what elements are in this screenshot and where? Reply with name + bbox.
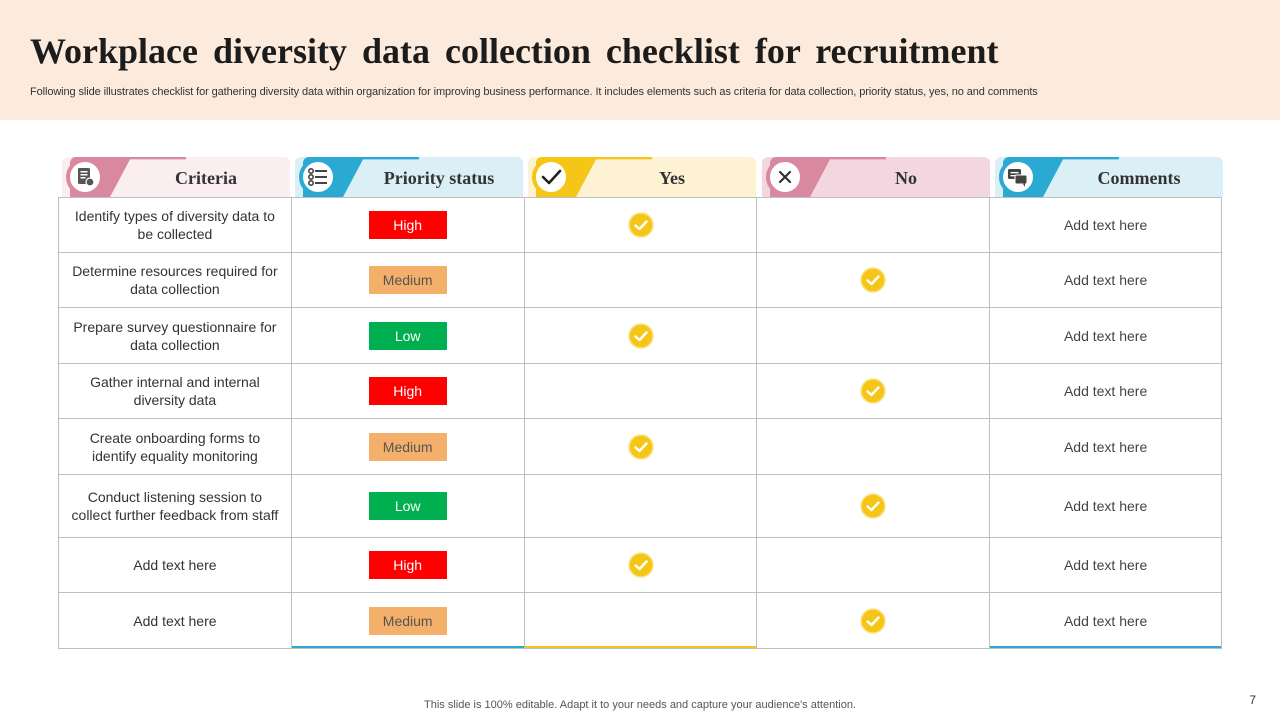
comment-cell: Add text here [989,198,1222,252]
check-icon [532,158,570,196]
no-cell [756,475,989,537]
priority-cell: High [290,364,524,418]
list-icon [299,158,337,196]
comment-cell: Add text here [989,593,1222,648]
criteria-cell: Create onboarding forms to identify equa… [58,419,291,474]
table-row: Identify types of diversity data to be c… [58,198,1222,253]
check-circle-icon [860,493,887,519]
document-icon [66,158,104,196]
comment-cell: Add text here [989,364,1222,418]
yes-cell [523,253,757,307]
priority-badge: Medium [368,606,447,635]
check-circle-icon [627,322,654,349]
column-header-label: Criteria [175,168,237,188]
priority-badge: Medium [368,432,447,461]
priority-cell: High [290,198,524,252]
column-header-priority-status: Priority status [295,157,523,197]
column-header-criteria: Criteria [62,157,290,197]
criteria-cell: Gather internal and internal diversity d… [58,364,291,418]
table-row: Create onboarding forms to identify equa… [58,419,1222,475]
yes-cell [523,198,757,252]
yes-cell [523,538,757,592]
table-row: Conduct listening session to collect fur… [58,475,1222,538]
page-number: 7 [1249,693,1256,707]
no-cell [756,593,989,648]
priority-badge: Low [368,321,447,350]
priority-cell: Medium [290,253,524,307]
chat-icon [999,158,1037,196]
no-cell [756,364,989,418]
criteria-cell: Identify types of diversity data to be c… [58,198,291,252]
column-header-label: Priority status [383,168,495,188]
comment-cell: Add text here [989,538,1222,592]
table-row: Add text here Medium Add text here [58,593,1222,649]
table-row: Prepare survey questionnaire for data co… [58,308,1222,364]
comment-cell: Add text here [989,253,1222,307]
table-row: Add text here High Add text here [58,538,1222,593]
column-header-label: No [895,168,917,188]
no-cell [756,198,989,252]
table-top-border [58,197,1222,198]
no-cell [756,419,989,474]
check-circle-icon [860,267,887,293]
column-header-yes: Yes [528,157,756,197]
criteria-cell: Prepare survey questionnaire for data co… [58,308,291,363]
check-circle-icon [627,552,654,578]
priority-cell: Low [290,475,524,537]
column-header-comments: Comments [995,157,1223,197]
criteria-cell: Determine resources required for data co… [58,253,291,307]
footer-note: This slide is 100% editable. Adapt it to… [424,699,856,711]
page-title: Workplace diversity data collection chec… [30,31,999,71]
yes-cell [523,308,757,363]
header-band: Workplace diversity data collection chec… [0,0,1280,120]
no-cell [756,253,989,307]
cross-icon [766,158,804,196]
no-cell [756,538,989,592]
priority-badge: Medium [368,266,447,294]
comment-cell: Add text here [989,419,1222,474]
priority-badge: High [368,211,447,239]
criteria-cell: Add text here [58,538,291,592]
checklist-table: Identify types of diversity data to be c… [58,198,1222,649]
table-row: Gather internal and internal diversity d… [58,364,1222,419]
yes-cell [523,475,757,537]
page-subtitle: Following slide illustrates checklist fo… [30,86,1038,98]
yes-cell [523,593,757,648]
no-cell [756,308,989,363]
check-circle-icon [860,607,887,634]
yes-cell [523,419,757,474]
priority-badge: High [368,551,447,579]
priority-badge: Low [368,492,447,520]
check-circle-icon [860,378,887,404]
criteria-cell: Add text here [58,593,291,648]
priority-badge: High [368,377,447,405]
criteria-cell: Conduct listening session to collect fur… [58,475,291,537]
check-circle-icon [627,212,654,238]
check-circle-icon [627,433,654,460]
priority-cell: Medium [290,593,524,648]
column-header-no: No [762,157,990,197]
column-header-label: Yes [659,168,685,188]
column-header-label: Comments [1097,168,1181,188]
yes-cell [523,364,757,418]
comment-cell: Add text here [989,475,1222,537]
table-row: Determine resources required for data co… [58,253,1222,308]
comment-cell: Add text here [989,308,1222,363]
priority-cell: Medium [290,419,524,474]
priority-cell: Low [290,308,524,363]
priority-cell: High [290,538,524,592]
